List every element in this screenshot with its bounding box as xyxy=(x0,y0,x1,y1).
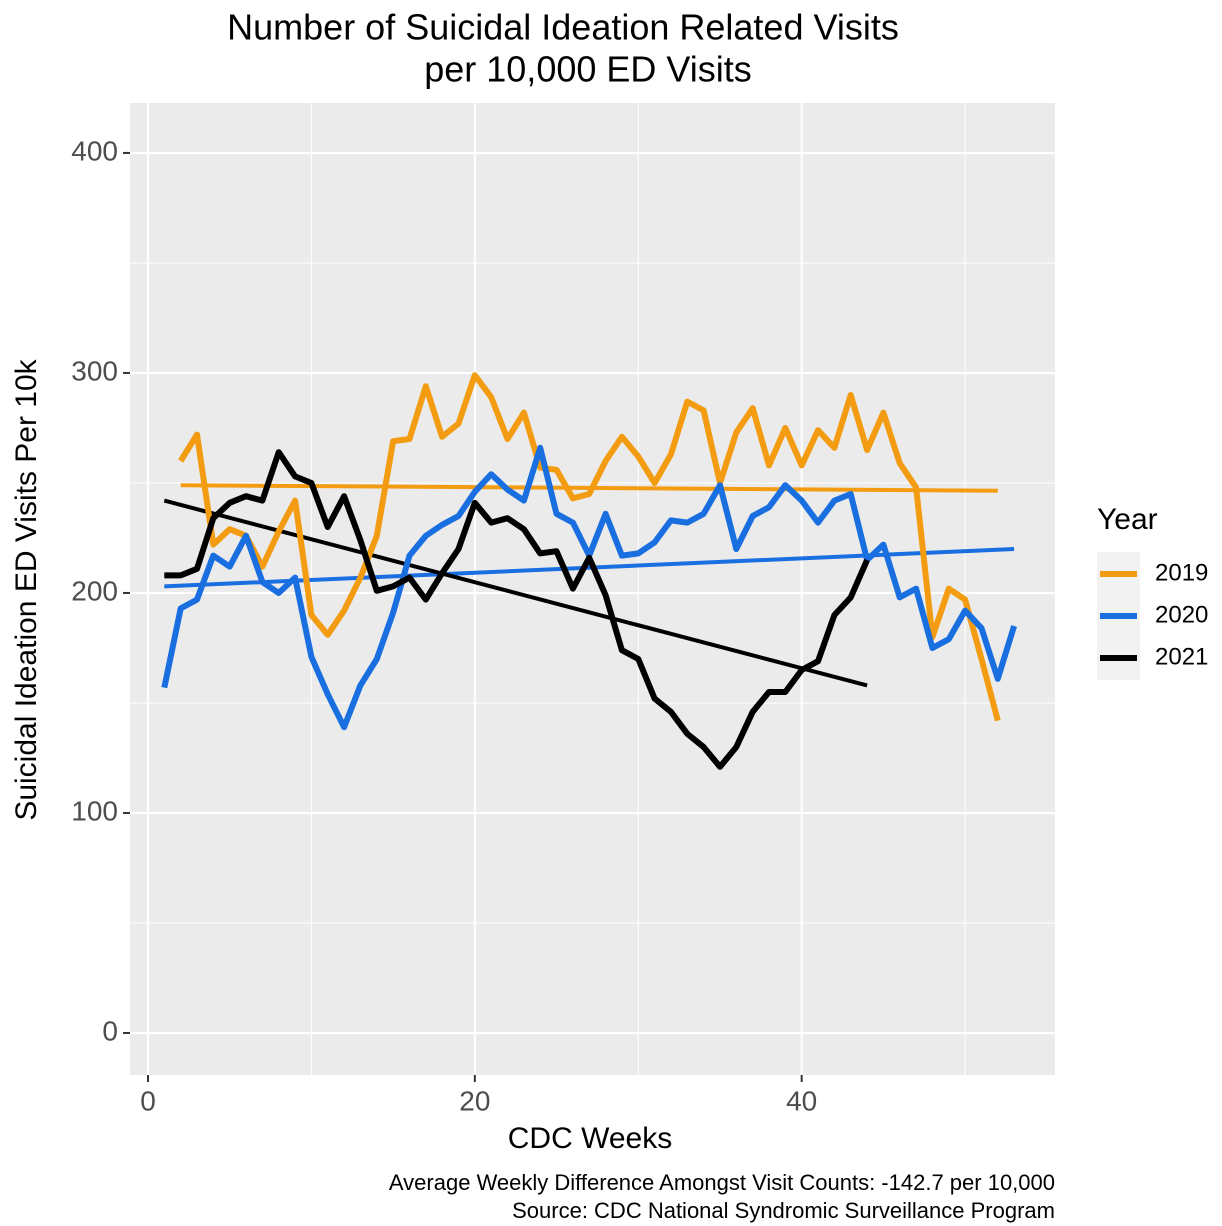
grid xyxy=(130,103,1055,1075)
y-tick-label: 100 xyxy=(71,795,118,826)
chart-title: Number of Suicidal Ideation Related Visi… xyxy=(227,7,899,48)
y-tick-label: 300 xyxy=(71,355,118,386)
y-tick-label: 0 xyxy=(102,1015,118,1046)
legend-label: 2020 xyxy=(1155,601,1208,628)
x-tick-label: 20 xyxy=(459,1085,490,1116)
chart-title: per 10,000 ED Visits xyxy=(424,49,752,90)
series-line xyxy=(164,449,870,770)
legend: 2019 2020 2021 xyxy=(1097,552,1208,680)
caption: Average Weekly Difference Amongst Visit … xyxy=(389,1170,1055,1195)
lines xyxy=(161,372,1017,770)
x-tick-label: 40 xyxy=(786,1085,817,1116)
caption: Source: CDC National Syndromic Surveilla… xyxy=(512,1198,1055,1223)
y-tick-label: 200 xyxy=(71,575,118,606)
legend-title: Year xyxy=(1097,503,1158,536)
y-axis-label: Suicidal Ideation ED Visits Per 10k xyxy=(10,358,43,820)
legend-label: 2021 xyxy=(1155,643,1208,670)
y-tick-label: 400 xyxy=(71,135,118,166)
x-axis-label: CDC Weeks xyxy=(508,1122,672,1155)
x-tick-label: 0 xyxy=(140,1085,156,1116)
legend-label: 2019 xyxy=(1155,559,1208,586)
series-line xyxy=(178,372,1001,722)
